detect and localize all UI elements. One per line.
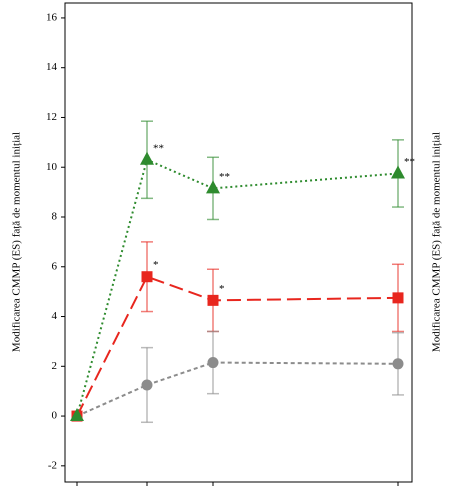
marker bbox=[207, 357, 219, 369]
y-tick-label: 4 bbox=[52, 310, 58, 322]
series-line bbox=[76, 361, 399, 417]
annotation: ** bbox=[153, 142, 164, 154]
y-tick-label: 10 bbox=[46, 161, 58, 173]
marker bbox=[206, 180, 220, 194]
y-tick-label: 2 bbox=[52, 360, 58, 372]
y-tick-label: -2 bbox=[48, 459, 57, 471]
y-tick-label: 14 bbox=[46, 61, 58, 73]
series-line bbox=[76, 275, 399, 417]
marker bbox=[392, 292, 404, 304]
y-tick-label: 6 bbox=[52, 260, 58, 272]
y-axis-label: Modificarea CMMP (ES) față de momentul i… bbox=[11, 132, 23, 352]
series-line bbox=[76, 158, 399, 417]
marker bbox=[207, 294, 219, 306]
marker bbox=[70, 408, 84, 422]
y-axis-label-right: Modificarea CMMP (ES) față de momentul i… bbox=[431, 132, 443, 352]
annotation: * bbox=[153, 259, 159, 271]
marker bbox=[140, 151, 154, 165]
y-tick-label: 8 bbox=[52, 211, 58, 223]
plot-frame bbox=[64, 2, 413, 483]
y-tick-label: 16 bbox=[46, 11, 58, 23]
annotation: ** bbox=[404, 156, 415, 168]
marker bbox=[141, 271, 153, 283]
y-tick-label: 0 bbox=[52, 410, 58, 422]
marker bbox=[391, 165, 405, 179]
annotation: ** bbox=[219, 171, 230, 183]
marker bbox=[392, 358, 404, 370]
marker bbox=[141, 379, 153, 391]
y-tick-label: 12 bbox=[46, 111, 57, 123]
annotation: * bbox=[219, 283, 225, 295]
